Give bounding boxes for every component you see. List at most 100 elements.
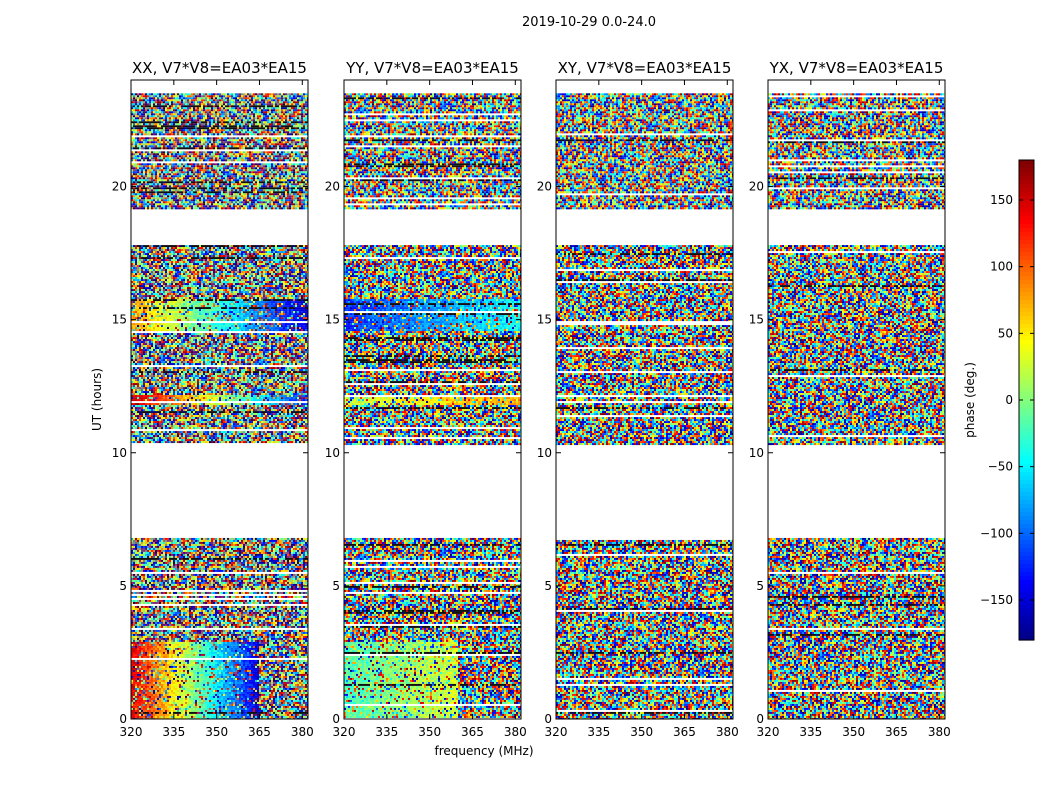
colorbar-segment bbox=[1019, 556, 1034, 561]
y-tick-label: 20 bbox=[749, 180, 764, 194]
x-tick-label: 350 bbox=[205, 725, 228, 739]
colorbar-segment bbox=[1019, 572, 1034, 577]
colorbar-segment bbox=[1019, 336, 1034, 341]
colorbar-segment bbox=[1019, 412, 1034, 417]
colorbar-segment bbox=[1019, 472, 1034, 477]
colorbar-segment bbox=[1019, 184, 1034, 189]
y-tick-label: 15 bbox=[749, 313, 764, 327]
x-tick-label: 335 bbox=[375, 725, 398, 739]
colorbar-segment bbox=[1019, 228, 1034, 233]
panel-title: YX, V7*V8=EA03*EA15 bbox=[769, 59, 944, 77]
y-axis-label: UT (hours) bbox=[90, 368, 104, 431]
colorbar-segment bbox=[1019, 200, 1034, 205]
colorbar-segment bbox=[1019, 580, 1034, 585]
colorbar-segment bbox=[1019, 448, 1034, 453]
colorbar-segment bbox=[1019, 172, 1034, 177]
colorbar-segment bbox=[1019, 212, 1034, 217]
phase-image bbox=[131, 93, 309, 720]
colorbar-segment bbox=[1019, 520, 1034, 525]
colorbar-segment bbox=[1019, 620, 1034, 625]
x-tick-label: 350 bbox=[418, 725, 441, 739]
colorbar-segment bbox=[1019, 564, 1034, 569]
y-tick-label: 20 bbox=[325, 180, 340, 194]
colorbar-segment bbox=[1019, 444, 1034, 449]
colorbar-segment bbox=[1019, 244, 1034, 249]
colorbar-segment bbox=[1019, 452, 1034, 457]
colorbar-segment bbox=[1019, 232, 1034, 237]
x-tick-label: 335 bbox=[799, 725, 822, 739]
colorbar-segment bbox=[1019, 160, 1034, 165]
colorbar-tick-label: 100 bbox=[990, 260, 1013, 274]
x-tick-label: 320 bbox=[333, 725, 356, 739]
y-tick-label: 0 bbox=[756, 712, 764, 726]
colorbar-segment bbox=[1019, 480, 1034, 485]
colorbar-segment bbox=[1019, 600, 1034, 605]
y-tick-label: 5 bbox=[756, 579, 764, 593]
colorbar-segment bbox=[1019, 392, 1034, 397]
x-tick-label: 320 bbox=[120, 725, 143, 739]
y-tick-label: 5 bbox=[544, 579, 552, 593]
phase-image bbox=[344, 93, 522, 718]
x-tick-label: 380 bbox=[291, 725, 314, 739]
colorbar-segment bbox=[1019, 616, 1034, 621]
colorbar-tick-label: −50 bbox=[988, 460, 1013, 474]
colorbar-segment bbox=[1019, 492, 1034, 497]
colorbar-segment bbox=[1019, 604, 1034, 609]
colorbar-segment bbox=[1019, 316, 1034, 321]
colorbar-segment bbox=[1019, 608, 1034, 613]
colorbar-segment bbox=[1019, 328, 1034, 333]
colorbar-segment bbox=[1019, 272, 1034, 277]
y-tick-label: 0 bbox=[119, 712, 127, 726]
colorbar-segment bbox=[1019, 304, 1034, 309]
colorbar-segment bbox=[1019, 500, 1034, 505]
colorbar-segment bbox=[1019, 220, 1034, 225]
colorbar-tick-label: 150 bbox=[990, 193, 1013, 207]
colorbar-segment bbox=[1019, 208, 1034, 213]
y-tick-label: 20 bbox=[112, 180, 127, 194]
colorbar-segment bbox=[1019, 536, 1034, 541]
colorbar-segment bbox=[1019, 540, 1034, 545]
colorbar-segment bbox=[1019, 372, 1034, 377]
colorbar-segment bbox=[1019, 308, 1034, 313]
colorbar-segment bbox=[1019, 528, 1034, 533]
y-tick-label: 15 bbox=[325, 313, 340, 327]
x-tick-label: 380 bbox=[504, 725, 527, 739]
colorbar-segment bbox=[1019, 176, 1034, 181]
colorbar-segment bbox=[1019, 284, 1034, 289]
colorbar-segment bbox=[1019, 268, 1034, 273]
colorbar-segment bbox=[1019, 408, 1034, 413]
panel-title: YY, V7*V8=EA03*EA15 bbox=[345, 59, 519, 77]
y-tick-label: 15 bbox=[112, 313, 127, 327]
colorbar-segment bbox=[1019, 380, 1034, 385]
x-tick-label: 320 bbox=[545, 725, 568, 739]
colorbar-segment bbox=[1019, 312, 1034, 317]
y-tick-label: 10 bbox=[537, 446, 552, 460]
colorbar-segment bbox=[1019, 588, 1034, 593]
x-tick-label: 365 bbox=[248, 725, 271, 739]
colorbar-segment bbox=[1019, 460, 1034, 465]
colorbar-segment bbox=[1019, 260, 1034, 265]
colorbar-segment bbox=[1019, 236, 1034, 241]
y-tick-label: 20 bbox=[537, 180, 552, 194]
colorbar-segment bbox=[1019, 488, 1034, 493]
colorbar-segment bbox=[1019, 420, 1034, 425]
y-tick-label: 10 bbox=[112, 446, 127, 460]
x-tick-label: 365 bbox=[673, 725, 696, 739]
colorbar-segment bbox=[1019, 340, 1034, 345]
colorbar-segment bbox=[1019, 404, 1034, 409]
colorbar-segment bbox=[1019, 532, 1034, 537]
colorbar-segment bbox=[1019, 416, 1034, 421]
colorbar-segment bbox=[1019, 216, 1034, 221]
y-tick-label: 0 bbox=[332, 712, 340, 726]
y-tick-label: 10 bbox=[749, 446, 764, 460]
colorbar-segment bbox=[1019, 240, 1034, 245]
x-axis-label: frequency (MHz) bbox=[434, 744, 533, 758]
colorbar-segment bbox=[1019, 576, 1034, 581]
colorbar-segment bbox=[1019, 548, 1034, 553]
colorbar-segment bbox=[1019, 496, 1034, 501]
colorbar-segment bbox=[1019, 400, 1034, 405]
colorbar-segment bbox=[1019, 248, 1034, 253]
colorbar-segment bbox=[1019, 292, 1034, 297]
